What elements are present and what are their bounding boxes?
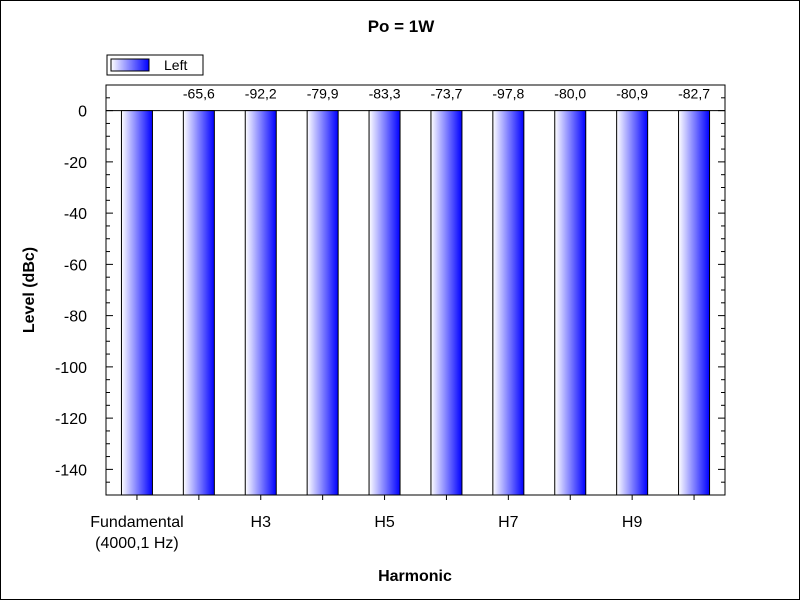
x-tick-label: H7 [498,514,519,531]
legend: Left [106,54,204,76]
bar-h10 [678,110,711,496]
chart-title: Po = 1W [368,17,436,36]
data-label: -80,9 [616,86,648,102]
y-tick-label: -120 [55,411,87,428]
bar-h5 [368,110,401,496]
x-tick-label: (4000,1 Hz) [95,535,179,552]
y-tick-label: -20 [64,155,87,172]
bar-h3 [244,110,277,496]
bar-h7 [492,110,525,496]
plot-area: 0 -20 -40 -60 -80 -100 -120 -140 Fundamental (400… [55,84,726,552]
y-tick-label: -100 [55,360,87,377]
y-tick-label: -140 [55,462,87,479]
legend-label: Left [164,57,187,73]
data-label: -65,6 [183,86,215,102]
y-tick-label: -80 [64,309,87,326]
x-axis-label: Harmonic [378,568,452,585]
bar-h6 [430,110,463,496]
data-label: -92,2 [245,86,277,102]
data-label: -73,7 [430,86,462,102]
x-tick-label: Fundamental [90,514,183,531]
data-label: -82,7 [678,86,710,102]
y-tick-label: -40 [64,206,87,223]
y-axis-label: Level (dBc) [21,247,38,333]
bar-h2 [182,110,215,496]
data-label: -79,9 [307,86,339,102]
bar-fundamental [120,110,153,496]
bar-h4 [306,110,339,496]
bar-h9 [616,110,649,496]
x-tick-label: H9 [622,514,643,531]
data-label: -80,0 [554,86,586,102]
data-label: -97,8 [492,86,524,102]
bar-h8 [554,110,587,496]
x-tick-label: H5 [374,514,395,531]
y-tick-label: -60 [64,257,87,274]
data-label: -83,3 [369,86,401,102]
x-tick-label: H3 [251,514,272,531]
y-tick-label: 0 [78,104,87,121]
legend-swatch [110,58,150,72]
